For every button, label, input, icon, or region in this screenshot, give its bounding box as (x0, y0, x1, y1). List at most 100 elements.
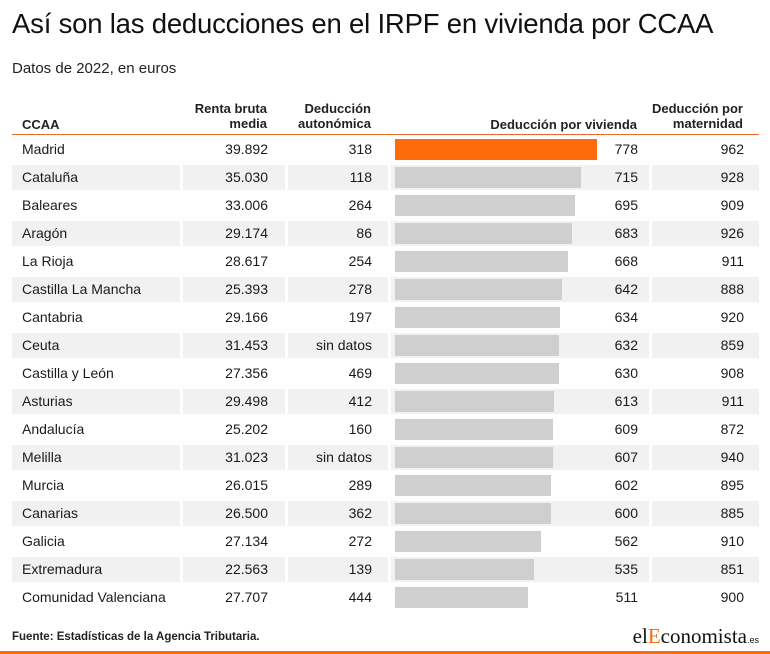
header-maternidad-line1: Deducción por (651, 101, 743, 116)
deduccion-autonomica-value: 412 (348, 393, 372, 409)
ccaa-name: Cataluña (22, 169, 79, 185)
logo-part2: E (647, 624, 661, 648)
table-row: Cataluña 35.030 118 715 928 (12, 165, 759, 193)
table-row: Murcia 26.015 289 602 895 (12, 473, 759, 501)
row-stripe (652, 221, 759, 246)
renta-value: 29.174 (225, 225, 268, 241)
deduccion-maternidad-value: 911 (721, 393, 744, 409)
row-stripe (652, 501, 759, 526)
vivienda-bar (395, 167, 581, 188)
vivienda-bar (395, 139, 597, 160)
logo-tld: .es (746, 635, 759, 645)
vivienda-bar (395, 503, 551, 524)
row-stripe (12, 277, 180, 302)
deduccion-vivienda-value: 778 (614, 141, 638, 157)
vivienda-bar (395, 279, 562, 300)
row-stripe (288, 333, 388, 358)
row-stripe (652, 277, 759, 302)
chart-title: Así son las deducciones en el IRPF en vi… (12, 8, 714, 39)
deduccion-autonomica-value: 469 (348, 365, 372, 381)
logo-part1: el (632, 624, 648, 648)
renta-value: 31.453 (225, 337, 268, 353)
footer-accent-line (0, 651, 770, 654)
deduccion-maternidad-value: 920 (720, 309, 744, 325)
row-stripe (288, 165, 388, 190)
deduccion-maternidad-value: 940 (720, 449, 744, 465)
deduccion-vivienda-value: 715 (614, 169, 638, 185)
eleconomista-logo: elEconomista.es (633, 624, 759, 649)
deduccion-autonomica-value: 318 (348, 141, 372, 157)
vivienda-bar (395, 587, 528, 608)
deduccion-vivienda-value: 695 (614, 197, 638, 213)
table-row: Ceuta 31.453 sin datos 632 859 (12, 333, 759, 361)
header-renta: Renta bruta media (195, 101, 267, 131)
deduccion-vivienda-value: 609 (614, 421, 638, 437)
deduccion-vivienda-value: 634 (614, 309, 638, 325)
deduccion-autonomica-value: sin datos (315, 449, 372, 465)
row-stripe (12, 389, 180, 414)
table-row: Andalucía 25.202 160 609 872 (12, 417, 759, 445)
deduccion-autonomica-value: 444 (348, 589, 372, 605)
vivienda-bar (395, 419, 554, 440)
vivienda-bar (395, 335, 560, 356)
row-stripe (652, 557, 759, 582)
deduccion-vivienda-value: 613 (614, 393, 638, 409)
renta-value: 33.006 (225, 197, 268, 213)
header-vivienda: Deducción por vivienda (490, 117, 637, 132)
deduccion-autonomica-value: 160 (348, 421, 372, 437)
deduccion-vivienda-value: 602 (614, 477, 638, 493)
row-stripe (12, 557, 180, 582)
header-deduccion-line2: autonómica (298, 116, 371, 131)
row-stripe (183, 501, 285, 526)
deduccion-maternidad-value: 851 (720, 561, 744, 577)
table-row: La Rioja 28.617 254 668 911 (12, 249, 759, 277)
renta-value: 26.015 (225, 477, 268, 493)
deduccion-maternidad-value: 909 (720, 197, 744, 213)
table-row: Baleares 33.006 264 695 909 (12, 193, 759, 221)
row-stripe (288, 221, 388, 246)
ccaa-name: Baleares (22, 197, 78, 213)
row-stripe (183, 277, 285, 302)
deduccion-vivienda-value: 642 (614, 281, 638, 297)
row-stripe (288, 557, 388, 582)
deduccion-autonomica-value: 254 (348, 253, 372, 269)
renta-value: 35.030 (225, 169, 268, 185)
deduccion-maternidad-value: 928 (720, 169, 744, 185)
ccaa-name: Canarias (22, 505, 79, 521)
deduccion-vivienda-value: 535 (614, 561, 638, 577)
deduccion-maternidad-value: 888 (720, 281, 744, 297)
row-stripe (183, 333, 285, 358)
logo-part3: conomista (660, 624, 747, 648)
row-stripe (12, 501, 180, 526)
header-deduccion-line1: Deducción (304, 101, 371, 116)
renta-value: 27.356 (225, 365, 268, 381)
row-stripe (652, 333, 759, 358)
renta-value: 26.500 (225, 505, 268, 521)
table-row: Canarias 26.500 362 600 885 (12, 501, 759, 529)
deduccion-autonomica-value: sin datos (315, 337, 372, 353)
ccaa-name: Ceuta (22, 337, 60, 353)
ccaa-name: Castilla La Mancha (22, 281, 142, 297)
chart-subtitle: Datos de 2022, en euros (12, 60, 177, 77)
deduccion-maternidad-value: 908 (720, 365, 744, 381)
deduccion-maternidad-value: 872 (720, 421, 744, 437)
table-row: Melilla 31.023 sin datos 607 940 (12, 445, 759, 473)
renta-value: 29.166 (225, 309, 268, 325)
row-stripe (288, 445, 388, 470)
renta-value: 25.202 (225, 421, 268, 437)
row-stripe (12, 445, 180, 470)
renta-value: 39.892 (225, 141, 268, 157)
ccaa-name: Asturias (22, 393, 73, 409)
renta-value: 28.617 (225, 253, 268, 269)
deduccion-maternidad-value: 900 (720, 589, 744, 605)
table-row: Cantabria 29.166 197 634 920 (12, 305, 759, 333)
table-row: Aragón 29.174 86 683 926 (12, 221, 759, 249)
vivienda-bar (395, 531, 541, 552)
header-deduccion-autonomica: Deducción autonómica (298, 101, 371, 131)
ccaa-name: Madrid (22, 141, 65, 157)
row-stripe (652, 389, 759, 414)
deduccion-maternidad-value: 859 (720, 337, 744, 353)
deduccion-vivienda-value: 607 (614, 449, 638, 465)
vivienda-bar (395, 559, 534, 580)
row-stripe (183, 445, 285, 470)
